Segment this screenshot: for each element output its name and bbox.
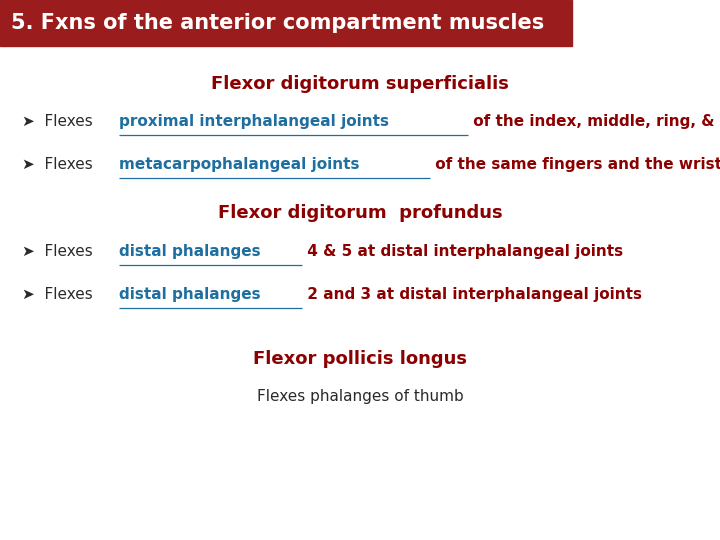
Text: ➤  Flexes: ➤ Flexes bbox=[22, 244, 97, 259]
Text: proximal interphalangeal joints: proximal interphalangeal joints bbox=[120, 114, 390, 129]
Text: ➤  Flexes: ➤ Flexes bbox=[22, 287, 97, 302]
Text: ➤  Flexes: ➤ Flexes bbox=[22, 114, 97, 129]
Text: Flexor digitorum superficialis: Flexor digitorum superficialis bbox=[211, 75, 509, 93]
Text: of the same fingers and the wrist joint: of the same fingers and the wrist joint bbox=[430, 157, 720, 172]
Text: ➤  Flexes: ➤ Flexes bbox=[22, 157, 97, 172]
Text: 2 and 3 at distal interphalangeal joints: 2 and 3 at distal interphalangeal joints bbox=[302, 287, 642, 302]
Text: distal phalanges: distal phalanges bbox=[120, 287, 261, 302]
Text: of the index, middle, ring, & little fingers: of the index, middle, ring, & little fin… bbox=[467, 114, 720, 129]
Text: Flexor pollicis longus: Flexor pollicis longus bbox=[253, 350, 467, 368]
Text: metacarpophalangeal joints: metacarpophalangeal joints bbox=[120, 157, 360, 172]
FancyBboxPatch shape bbox=[0, 0, 572, 46]
Text: 4 & 5 at distal interphalangeal joints: 4 & 5 at distal interphalangeal joints bbox=[302, 244, 623, 259]
Text: Flexes phalanges of thumb: Flexes phalanges of thumb bbox=[256, 389, 464, 404]
Text: Flexor digitorum  profundus: Flexor digitorum profundus bbox=[217, 204, 503, 222]
Text: 5. Fxns of the anterior compartment muscles: 5. Fxns of the anterior compartment musc… bbox=[11, 13, 544, 33]
Text: distal phalanges: distal phalanges bbox=[120, 244, 261, 259]
